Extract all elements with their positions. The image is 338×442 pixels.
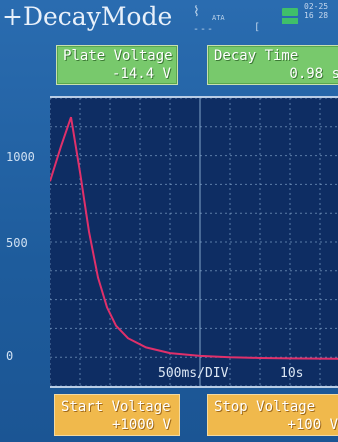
ata-indicator: ATA [212, 14, 225, 22]
stop-voltage-value: +100 V [287, 417, 338, 433]
start-voltage-button[interactable]: Start Voltage +1000 V [54, 394, 180, 436]
plate-voltage-readout: Plate Voltage -14.4 V [56, 45, 178, 85]
timebase-label: 500ms/DIV [158, 366, 229, 381]
status-dashes: --- [193, 24, 215, 35]
start-voltage-label: Start Voltage [61, 399, 171, 415]
clock: 02-25 16 28 [304, 2, 328, 20]
decay-time-value: 0.98 s [289, 66, 338, 82]
span-label: 10s [280, 366, 304, 381]
status-bracket: [ [254, 22, 261, 33]
stop-voltage-button[interactable]: Stop Voltage +100 V [207, 394, 338, 436]
battery-icon [282, 8, 298, 24]
decay-time-readout: Decay Time 0.98 s [207, 45, 338, 85]
plate-voltage-label: Plate Voltage [63, 48, 173, 64]
mode-title: +DecayMode [2, 2, 173, 31]
start-voltage-value: +1000 V [111, 417, 171, 433]
clock-time: 16 28 [304, 11, 329, 20]
y-tick-0: 0 [6, 349, 14, 363]
decay-plot: 500ms/DIV 10s [50, 96, 338, 388]
decay-time-label: Decay Time [214, 48, 299, 64]
plot-grid [50, 98, 338, 386]
waveform-icon: ⌇ [193, 4, 200, 20]
plate-voltage-value: -14.4 V [111, 66, 171, 82]
stop-voltage-label: Stop Voltage [214, 399, 316, 415]
y-tick-500: 500 [6, 236, 28, 250]
clock-date: 02-25 [304, 2, 329, 11]
decay-trace [50, 116, 338, 360]
y-tick-1000: 1000 [6, 150, 35, 164]
decay-chart [50, 98, 338, 386]
